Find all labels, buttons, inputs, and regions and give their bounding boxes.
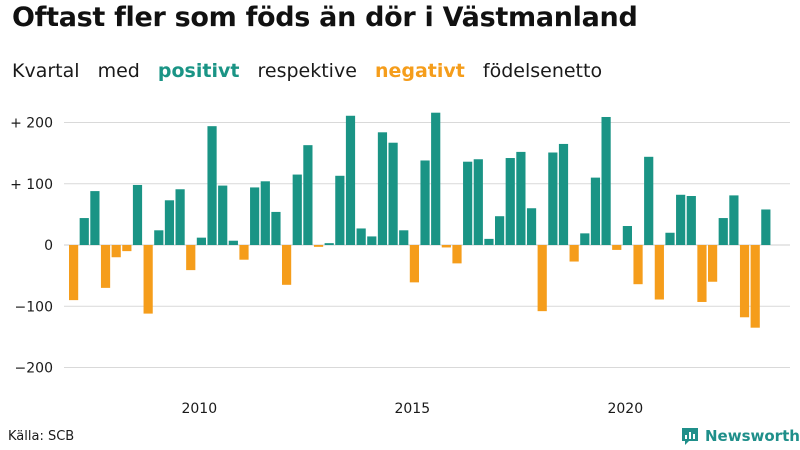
bar-positive bbox=[590, 177, 601, 245]
legend-negative-label: negativt bbox=[374, 60, 465, 82]
bar-positive bbox=[196, 237, 206, 245]
bar-negative bbox=[697, 245, 707, 302]
subtitle-word-fodelsenetto: födelsenetto bbox=[482, 60, 603, 82]
bar-positive bbox=[473, 159, 483, 245]
bar-positive bbox=[505, 158, 515, 245]
bar-positive bbox=[463, 161, 473, 245]
bar-positive bbox=[260, 181, 270, 245]
bar-positive bbox=[345, 115, 356, 245]
bar-negative bbox=[69, 245, 79, 301]
bar-positive bbox=[218, 185, 228, 245]
bar-negative bbox=[612, 245, 622, 250]
legend-positive-label: positivt bbox=[157, 60, 240, 82]
bar-positive bbox=[644, 156, 654, 245]
bar-positive bbox=[356, 228, 366, 245]
bar-positive bbox=[388, 142, 398, 245]
brand-name: Newsworthy bbox=[705, 427, 800, 445]
bar-negative bbox=[111, 245, 121, 258]
chart-subtitle: Kvartal med positivt respektive negativt… bbox=[12, 60, 614, 82]
bar-positive bbox=[622, 226, 632, 245]
bar-positive bbox=[729, 195, 739, 245]
bar-negative bbox=[654, 245, 664, 300]
bar-positive bbox=[686, 196, 696, 245]
bar-positive bbox=[250, 187, 260, 245]
bar-positive bbox=[292, 174, 302, 245]
bar-negative bbox=[282, 245, 292, 285]
bar-negative bbox=[537, 245, 547, 312]
bar-positive bbox=[228, 240, 238, 245]
bar-negative bbox=[122, 245, 132, 252]
bar-positive bbox=[90, 191, 100, 245]
bar-positive bbox=[484, 238, 494, 245]
bar-positive bbox=[154, 230, 164, 245]
y-tick-label: −200 bbox=[15, 361, 53, 377]
bar-negative bbox=[633, 245, 643, 285]
bar-positive bbox=[761, 209, 771, 245]
bar-positive bbox=[526, 208, 537, 245]
subtitle-word-med: med bbox=[97, 60, 140, 82]
bar-negative bbox=[313, 245, 324, 247]
source-note: Källa: SCB bbox=[8, 429, 75, 444]
bar-negative bbox=[441, 245, 451, 248]
bar-negative bbox=[409, 245, 419, 283]
newsworthy-logo-icon bbox=[682, 428, 698, 445]
bar-negative bbox=[186, 245, 196, 271]
bar-positive bbox=[207, 126, 217, 245]
bar-negative bbox=[452, 245, 462, 264]
y-tick-label: 0 bbox=[44, 238, 53, 254]
bar-positive bbox=[324, 243, 334, 245]
x-tick-label-2015: 2015 bbox=[394, 401, 430, 417]
bar-positive bbox=[271, 211, 281, 245]
bar-positive bbox=[79, 218, 89, 245]
bar-positive bbox=[676, 194, 686, 245]
bar-positive bbox=[558, 143, 569, 245]
x-tick-label-2020: 2020 bbox=[607, 401, 643, 417]
y-tick-label: −100 bbox=[15, 299, 53, 315]
bar-positive bbox=[548, 152, 558, 245]
bar-negative bbox=[569, 245, 579, 262]
bar-positive bbox=[431, 112, 441, 245]
bar-negative bbox=[143, 245, 153, 314]
chart-title: Oftast fler som föds än dör i Västmanlan… bbox=[12, 2, 638, 33]
bar-positive bbox=[367, 236, 377, 245]
bar-positive bbox=[516, 151, 526, 245]
bar-positive bbox=[580, 233, 590, 245]
bar-positive bbox=[377, 132, 388, 245]
y-tick-label: + 100 bbox=[10, 177, 53, 193]
bar-positive bbox=[718, 218, 728, 245]
bar-negative bbox=[239, 245, 249, 260]
bar-negative bbox=[100, 245, 111, 288]
bar-positive bbox=[665, 232, 675, 245]
bar-positive bbox=[303, 145, 313, 245]
bar-positive bbox=[399, 230, 409, 245]
subtitle-word-respektive: respektive bbox=[257, 60, 357, 82]
brand: Newsworthy bbox=[680, 426, 800, 446]
bar-positive bbox=[335, 175, 345, 245]
y-tick-label: + 200 bbox=[10, 116, 53, 132]
bar-negative bbox=[750, 245, 760, 328]
bar-positive bbox=[132, 184, 143, 245]
bars bbox=[69, 112, 771, 328]
bar-positive bbox=[175, 189, 185, 245]
x-tick-label-2010: 2010 bbox=[181, 401, 217, 417]
bar-negative bbox=[708, 245, 718, 282]
bar-positive bbox=[420, 160, 430, 245]
bar-positive bbox=[601, 116, 611, 245]
subtitle-word-kvartal: Kvartal bbox=[12, 60, 80, 82]
bar-positive bbox=[164, 200, 175, 245]
bar-chart: + 200 + 100 0 −100 −200 2010 2015 2020 bbox=[10, 112, 790, 417]
x-axis-labels: 2010 2015 2020 bbox=[181, 401, 643, 417]
y-axis-labels: + 200 + 100 0 −100 −200 bbox=[10, 116, 53, 377]
bar-negative bbox=[739, 245, 750, 318]
bar-positive bbox=[495, 216, 505, 245]
